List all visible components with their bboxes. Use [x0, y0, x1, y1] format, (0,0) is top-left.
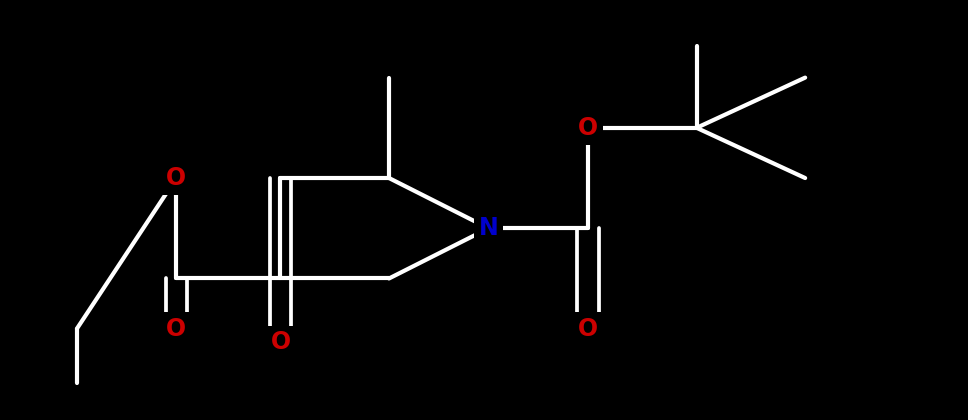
Text: O: O [578, 317, 598, 341]
Text: O: O [166, 166, 187, 190]
Text: O: O [166, 317, 187, 341]
Text: O: O [578, 116, 598, 140]
Text: N: N [478, 216, 499, 240]
Text: O: O [270, 331, 290, 354]
